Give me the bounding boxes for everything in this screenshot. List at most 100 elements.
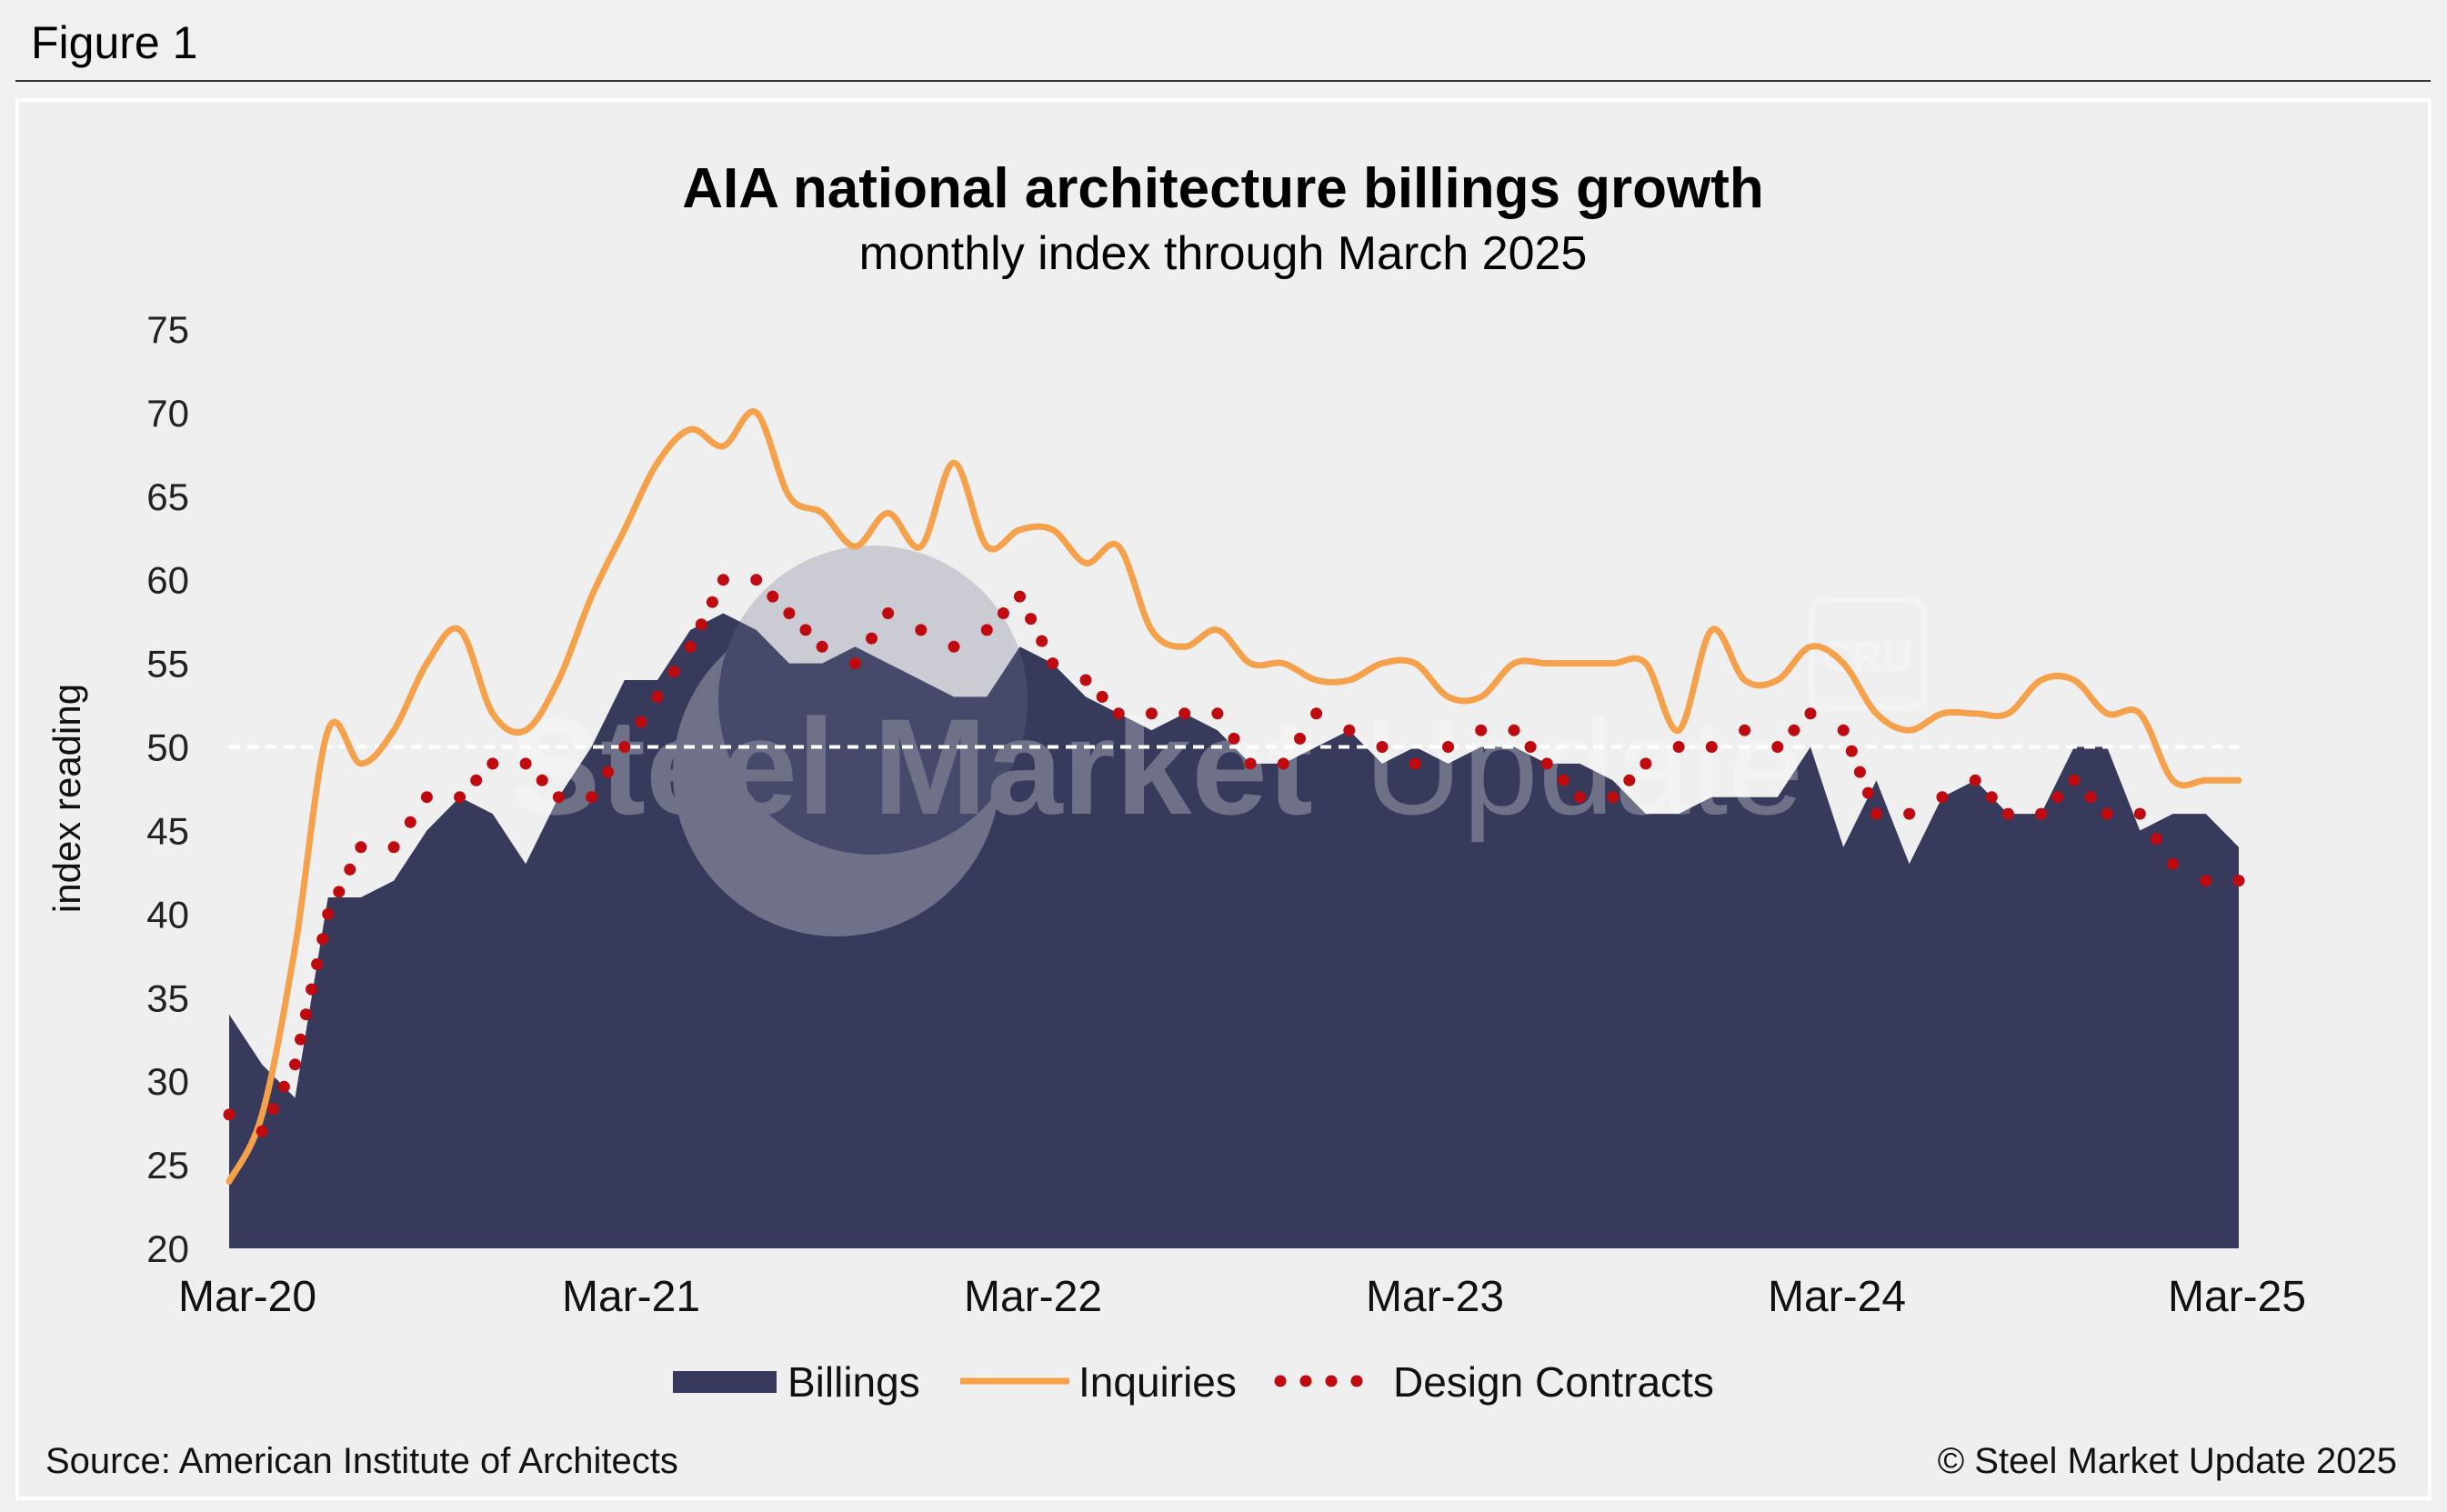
design-contracts-dot [2101, 807, 2113, 820]
x-tick-label: Mar-21 [562, 1273, 700, 1321]
design-contracts-dot [1294, 732, 1306, 745]
design-contracts-dot [980, 624, 993, 636]
design-contracts-dot [1903, 807, 1916, 820]
design-contracts-dot [1508, 724, 1520, 736]
design-contracts-dot [1672, 741, 1685, 753]
figure-label: Figure 1 [31, 17, 198, 68]
design-contracts-dot [1861, 786, 1874, 799]
design-contracts-dot [651, 690, 664, 703]
design-contracts-dot [1145, 707, 1158, 720]
design-contracts-dot [2150, 833, 2162, 846]
y-tick-label: 35 [146, 976, 189, 1019]
design-contracts-dot [404, 816, 416, 828]
design-contracts-dot [454, 791, 466, 804]
legend-label-design-contracts: Design Contracts [1393, 1358, 1714, 1406]
x-tick-label: Mar-24 [1768, 1273, 1906, 1321]
design-contracts-dot [311, 958, 324, 970]
design-contracts-dot [300, 1008, 312, 1021]
y-tick-label: 45 [146, 809, 189, 852]
design-contracts-dot [618, 741, 631, 753]
chart-subtitle: monthly index through March 2025 [859, 227, 1588, 280]
design-contracts-dot [799, 624, 812, 636]
design-contracts-dot [1036, 635, 1048, 647]
design-contracts-dot [1969, 774, 1981, 786]
x-tick-label: Mar-23 [1366, 1273, 1504, 1321]
design-contracts-dot [1837, 724, 1850, 736]
design-contracts-dot [1409, 757, 1421, 770]
watermark-logo-icon [673, 609, 1000, 936]
design-contracts-dot [1112, 707, 1125, 720]
watermark-logo-cutout [718, 546, 1028, 855]
design-contracts-dot [1739, 724, 1751, 736]
y-tick-label: 60 [146, 559, 189, 602]
series-line-inquiries [226, 408, 2242, 1185]
design-contracts-dot [997, 607, 1009, 619]
design-contracts-dot [2001, 807, 2014, 820]
design-contracts-dot [2133, 807, 2146, 820]
design-contracts-dot [333, 886, 346, 898]
design-contracts-dot [316, 933, 329, 946]
design-contracts-dot [289, 1058, 301, 1071]
design-contracts-dot [1228, 732, 1240, 745]
design-contracts-dot [2167, 857, 2179, 870]
design-contracts-dot [948, 640, 960, 653]
design-contracts-dot [1244, 757, 1257, 770]
design-contracts-dot [2035, 807, 2048, 820]
design-contracts-dot [1985, 791, 1998, 804]
design-contracts-dot [1540, 757, 1553, 770]
design-contracts-dot [695, 618, 707, 631]
y-tick-label: 30 [146, 1060, 189, 1103]
copyright-note: © Steel Market Update 2025 [1938, 1441, 2397, 1481]
legend-label-billings: Billings [787, 1358, 920, 1406]
design-contracts-dot [1047, 657, 1059, 670]
y-tick-label: 20 [146, 1227, 189, 1270]
design-contracts-dot [295, 1033, 306, 1046]
design-contracts-dot [1573, 791, 1586, 804]
design-contracts-dot [1096, 690, 1108, 703]
design-contracts-dot [420, 791, 433, 804]
legend: Billings Inquiries Design Contracts [673, 1358, 1714, 1406]
design-contracts-dot [635, 716, 647, 728]
design-contracts-dot [1178, 707, 1191, 720]
design-contracts-dot [1804, 707, 1817, 720]
design-contracts-dot [586, 791, 597, 804]
design-contracts-dot [1310, 707, 1323, 720]
design-contracts-dot [1845, 745, 1858, 757]
design-contracts-dot [519, 757, 532, 770]
design-contracts-dot [486, 757, 499, 770]
y-tick-label: 55 [146, 643, 189, 686]
design-contracts-dot [602, 766, 615, 778]
design-contracts-dot [1211, 707, 1224, 720]
y-axis-ticks: 75 70 65 60 55 50 45 40 35 30 25 20 [146, 308, 189, 1270]
design-contracts-dot [1557, 774, 1569, 786]
design-contracts-dot [256, 1125, 268, 1137]
design-contracts-dot [1025, 613, 1038, 626]
watermark-text-bold: Steel Market [509, 690, 1313, 843]
design-contracts-dot [355, 841, 367, 854]
design-contracts-dot [750, 574, 763, 586]
design-contracts-dot [1524, 741, 1537, 753]
design-contracts-dot [848, 657, 861, 670]
design-contracts-dot [1853, 766, 1866, 778]
y-tick-label: 25 [146, 1144, 189, 1187]
design-contracts-dot [306, 983, 318, 996]
design-contracts-dot [2200, 875, 2212, 887]
design-contracts-dot [706, 596, 718, 608]
legend-swatch-design-contracts [1274, 1375, 1363, 1387]
design-contracts-dot [1277, 757, 1289, 770]
design-contracts-dot [387, 841, 400, 854]
design-contracts-dot [1079, 674, 1092, 686]
design-contracts-dot [470, 774, 483, 786]
series-area-billings [229, 613, 2239, 1248]
design-contracts-dot [866, 632, 878, 645]
design-contracts-dot [344, 863, 356, 876]
series-dots-design-contracts [223, 574, 2245, 1137]
design-contracts-dot [882, 607, 895, 619]
design-contracts-dot [1475, 724, 1488, 736]
design-contracts-dot [1376, 741, 1389, 753]
y-tick-label: 75 [146, 308, 189, 351]
design-contracts-dot [1343, 724, 1356, 736]
